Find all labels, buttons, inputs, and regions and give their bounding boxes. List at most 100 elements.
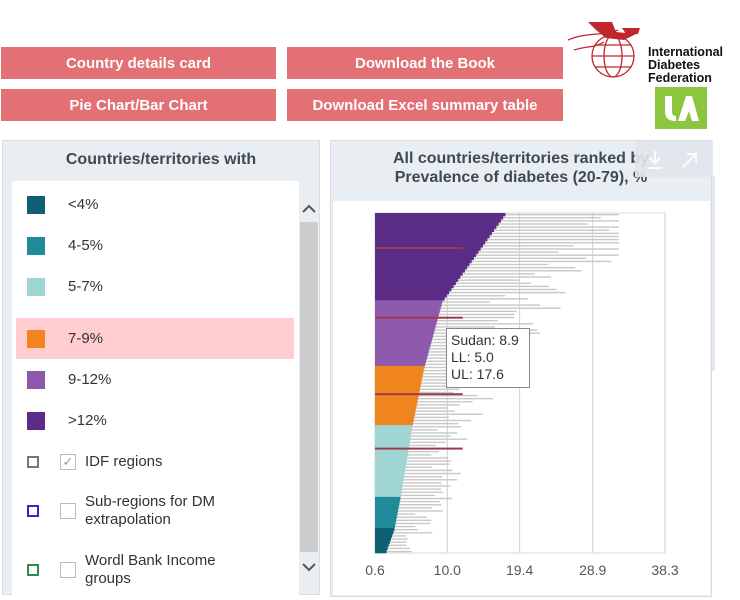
bar [375, 228, 495, 233]
legend-item-9-12[interactable]: 9-12% [16, 359, 294, 400]
ci-whisker [439, 291, 566, 294]
legend-item-gt12[interactable]: >12% [16, 400, 294, 441]
group-outline-box [27, 564, 39, 576]
bar [375, 499, 400, 504]
idf-regions-checkbox[interactable]: ✓ [60, 453, 76, 470]
ci-whisker [404, 460, 452, 462]
ci-whisker [458, 232, 619, 235]
bar [375, 403, 417, 407]
bar [375, 297, 445, 301]
pie-bar-chart-button[interactable]: Pie Chart/Bar Chart [1, 89, 276, 121]
legend-item-4-5[interactable]: 4-5% [16, 225, 294, 266]
bar [375, 213, 506, 217]
ci-whisker [453, 273, 535, 275]
ci-whisker [403, 466, 432, 468]
chart-tooltip: Sudan: 8.9 LL: 5.0 UL: 17.6 [446, 328, 530, 388]
bar [375, 309, 440, 314]
bar [375, 353, 428, 357]
legend-item-7-9[interactable]: 7-9% [16, 318, 294, 359]
bar [375, 237, 488, 242]
x-tick-label: 10.0 [434, 562, 461, 578]
legend-item-label: 4-5% [68, 237, 104, 254]
ci-whisker [399, 457, 448, 459]
income-groups-checkbox[interactable] [60, 562, 76, 578]
ci-whisker [395, 516, 427, 518]
bar [375, 384, 421, 388]
ci-whisker [451, 245, 574, 247]
x-tick-label: 0.6 [365, 562, 385, 578]
ci-whisker [387, 535, 407, 537]
bar [375, 290, 450, 295]
ci-whisker [408, 404, 460, 406]
country-details-card-button[interactable]: Country details card [1, 47, 276, 79]
bar [375, 471, 405, 476]
bar [375, 256, 474, 261]
ci-whisker [393, 507, 432, 509]
bar [375, 537, 392, 541]
bar [375, 244, 483, 248]
legend-item-5-7[interactable]: 5-7% [16, 266, 294, 307]
bar [375, 294, 447, 298]
ci-whisker [387, 528, 418, 531]
bar [375, 406, 417, 410]
bar [375, 415, 415, 420]
expand-icon[interactable] [682, 153, 697, 168]
bar [375, 468, 406, 473]
ci-whisker [404, 426, 461, 428]
bar [375, 453, 408, 457]
ci-whisker [461, 235, 619, 238]
legend-panel: Countries/territories with <4% 4-5% 5-7%… [2, 140, 320, 595]
bar [375, 503, 400, 507]
bar [375, 216, 504, 220]
ci-whisker [444, 266, 576, 269]
legend-scrollbar[interactable] [298, 188, 320, 584]
sub-regions-checkbox[interactable] [60, 503, 76, 519]
bar [375, 319, 438, 323]
bar [375, 368, 424, 373]
ci-whisker [414, 394, 478, 397]
bar [375, 281, 456, 286]
bar [375, 440, 410, 445]
ci-whisker [382, 550, 412, 553]
bar [375, 512, 398, 516]
bar [375, 434, 411, 438]
bar [375, 334, 433, 339]
bar [375, 412, 415, 417]
ci-whisker [406, 444, 437, 447]
bar [375, 278, 459, 282]
download-icon[interactable] [648, 151, 662, 169]
bar [375, 225, 497, 229]
scroll-thumb[interactable] [300, 222, 318, 552]
group-sub-regions[interactable]: Sub-regions for DM extrapolation [16, 481, 294, 541]
download-book-button[interactable]: Download the Book [287, 47, 563, 79]
legend-item-label: 7-9% [68, 330, 104, 347]
ci-whisker [394, 510, 443, 512]
idf-logo-icon [567, 22, 640, 78]
ci-whisker [458, 251, 559, 253]
bar [375, 344, 431, 348]
group-income[interactable]: Wordl Bank Income groups [16, 540, 294, 600]
chevron-down-icon[interactable] [298, 556, 320, 578]
bar [375, 475, 405, 479]
chevron-up-icon[interactable] [298, 198, 320, 220]
download-excel-button[interactable]: Download Excel summary table [287, 89, 563, 121]
ci-whisker [475, 248, 619, 250]
legend-item-lt4[interactable]: <4% [16, 184, 294, 225]
ci-whisker [405, 438, 468, 440]
legend-item-label: <4% [68, 196, 99, 213]
bar [375, 421, 414, 426]
group-idf-regions[interactable]: ✓ IDF regions [16, 441, 294, 482]
ci-whisker [457, 238, 619, 241]
bar [375, 418, 414, 423]
ci-whisker [389, 522, 431, 525]
ci-whisker [450, 282, 531, 284]
ranked-bar-chart: 0.6 10.0 19.4 28.9 38.3 [365, 212, 679, 578]
group-outline-box [27, 455, 39, 468]
bar [375, 259, 472, 264]
ci-whisker [391, 525, 416, 528]
x-tick-label: 28.9 [579, 562, 606, 578]
bar [375, 450, 409, 454]
legend-swatch [27, 411, 45, 430]
ci-whisker [401, 441, 446, 444]
idf-logo-text: International Diabetes Federation [648, 45, 724, 85]
